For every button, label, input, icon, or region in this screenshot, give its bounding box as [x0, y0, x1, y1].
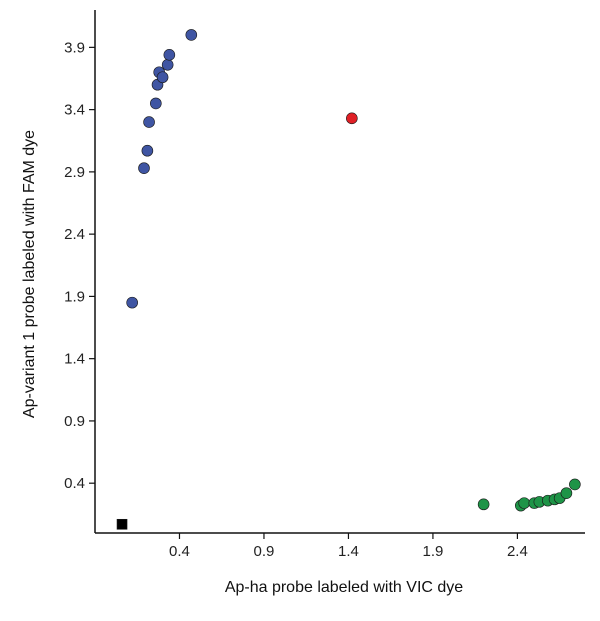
data-point — [569, 478, 581, 491]
y-tick-label: 1.4 — [64, 351, 85, 368]
data-point — [141, 144, 154, 157]
y-tick-label: 3.4 — [64, 102, 85, 119]
data-point — [346, 112, 358, 125]
x-tick-label: 1.9 — [423, 543, 444, 560]
data-point — [156, 71, 169, 84]
data-point-square — [116, 518, 128, 530]
y-ticks: 0.4 0.9 1.4 1.9 2.4 2.9 3.4 3.9 — [64, 39, 95, 492]
x-tick-label: 0.9 — [254, 543, 275, 560]
data-point — [518, 497, 530, 509]
data-point — [560, 487, 573, 499]
data-point — [143, 116, 155, 128]
y-tick-label: 0.9 — [64, 413, 85, 430]
data-point — [163, 49, 176, 61]
data-point — [126, 296, 138, 309]
x-axis-label: Ap-ha probe labeled with VIC dye — [225, 579, 463, 596]
data-point — [138, 162, 150, 174]
y-tick-label: 2.4 — [64, 226, 85, 243]
y-tick-label: 1.9 — [64, 288, 85, 305]
y-axis-label: Ap-variant 1 probe labeled with FAM dye — [21, 130, 38, 418]
data-point — [185, 29, 198, 41]
data-point — [161, 58, 174, 71]
x-tick-label: 0.4 — [169, 543, 190, 560]
y-tick-label: 2.9 — [64, 164, 85, 181]
x-ticks: 0.4 0.9 1.4 1.9 2.4 — [169, 533, 528, 560]
x-tick-label: 2.4 — [507, 543, 528, 560]
data-points — [116, 29, 581, 530]
data-point — [150, 97, 162, 110]
y-tick-label: 3.9 — [64, 39, 85, 56]
data-point — [477, 498, 490, 511]
axes — [94, 10, 585, 534]
y-tick-label: 0.4 — [64, 475, 85, 492]
x-tick-label: 1.4 — [338, 543, 359, 560]
